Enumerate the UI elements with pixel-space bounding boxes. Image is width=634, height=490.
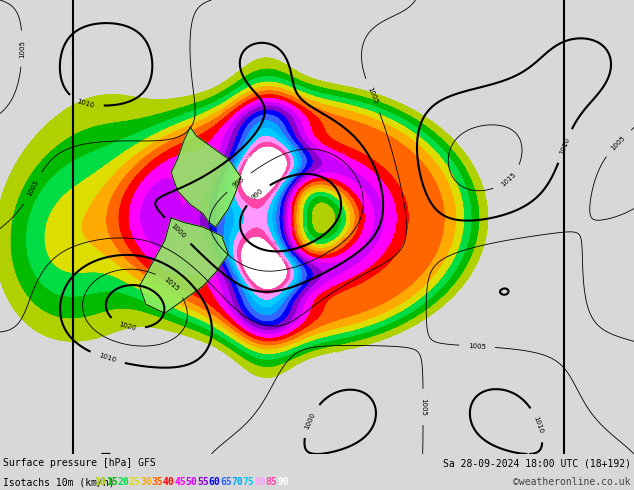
Text: 75: 75 (278, 135, 287, 144)
Text: 50: 50 (333, 271, 342, 279)
Text: 15: 15 (106, 477, 118, 487)
Text: Sa 28-09-2024 18:00 UTC (18+192): Sa 28-09-2024 18:00 UTC (18+192) (443, 458, 631, 468)
Text: 1015: 1015 (162, 276, 179, 292)
Text: 45: 45 (339, 151, 348, 159)
Text: 990: 990 (250, 188, 264, 201)
Text: 45: 45 (288, 225, 294, 234)
Polygon shape (171, 127, 241, 227)
Text: 1000: 1000 (169, 222, 186, 239)
Text: 90: 90 (276, 253, 284, 263)
Text: 15: 15 (157, 314, 165, 321)
Text: 30: 30 (140, 477, 152, 487)
Text: 15: 15 (309, 212, 314, 220)
Text: 1000: 1000 (304, 411, 316, 430)
Text: 55: 55 (197, 477, 209, 487)
Text: 60: 60 (209, 477, 221, 487)
Text: 10: 10 (335, 347, 344, 354)
Text: 55: 55 (226, 289, 233, 297)
Text: 1005: 1005 (26, 179, 40, 197)
Text: 50: 50 (186, 477, 198, 487)
Text: 1005: 1005 (468, 343, 486, 350)
Text: ©weatheronline.co.uk: ©weatheronline.co.uk (514, 477, 631, 487)
Text: 40: 40 (353, 200, 361, 210)
Text: 65: 65 (230, 273, 237, 283)
Text: 1015: 1015 (500, 171, 517, 187)
Text: 90: 90 (246, 153, 255, 163)
Text: 35: 35 (223, 106, 231, 115)
Text: 45: 45 (174, 477, 186, 487)
Text: 85: 85 (272, 182, 281, 192)
Text: 80: 80 (281, 173, 290, 182)
Text: 40: 40 (183, 288, 192, 295)
Text: Surface pressure [hPa] GFS: Surface pressure [hPa] GFS (3, 458, 156, 468)
Text: 50: 50 (363, 237, 372, 246)
Text: 30: 30 (296, 208, 302, 217)
Text: 30: 30 (295, 336, 304, 344)
Text: 40: 40 (163, 477, 175, 487)
Text: 75: 75 (243, 477, 255, 487)
Text: 20: 20 (337, 220, 344, 229)
Text: 1010: 1010 (559, 136, 571, 155)
Text: 25: 25 (300, 225, 306, 234)
Text: 1010: 1010 (98, 353, 117, 364)
Text: 20: 20 (181, 110, 191, 118)
Text: 10: 10 (94, 477, 107, 487)
Text: 60: 60 (299, 169, 308, 177)
Text: 1005: 1005 (19, 40, 25, 58)
Text: 85: 85 (266, 477, 278, 487)
Text: 25: 25 (139, 288, 148, 295)
Text: 65: 65 (220, 477, 232, 487)
Text: 80: 80 (254, 477, 266, 487)
Text: 1005: 1005 (420, 398, 426, 416)
Text: 70: 70 (288, 254, 297, 264)
Text: 70: 70 (231, 477, 243, 487)
Text: 25: 25 (129, 477, 141, 487)
Text: 1005: 1005 (366, 86, 378, 105)
Text: 85: 85 (268, 240, 277, 249)
Text: 995: 995 (231, 176, 246, 189)
Text: 20: 20 (117, 477, 129, 487)
Polygon shape (139, 218, 228, 313)
Text: 35: 35 (341, 236, 350, 245)
Text: 90: 90 (277, 477, 289, 487)
Text: Isotachs 10m (km/h): Isotachs 10m (km/h) (3, 477, 120, 487)
Text: 35: 35 (152, 477, 164, 487)
Text: 1010: 1010 (76, 98, 95, 109)
Text: 1005: 1005 (610, 134, 626, 151)
Text: 1020: 1020 (118, 321, 137, 332)
Text: 1010: 1010 (533, 415, 545, 434)
